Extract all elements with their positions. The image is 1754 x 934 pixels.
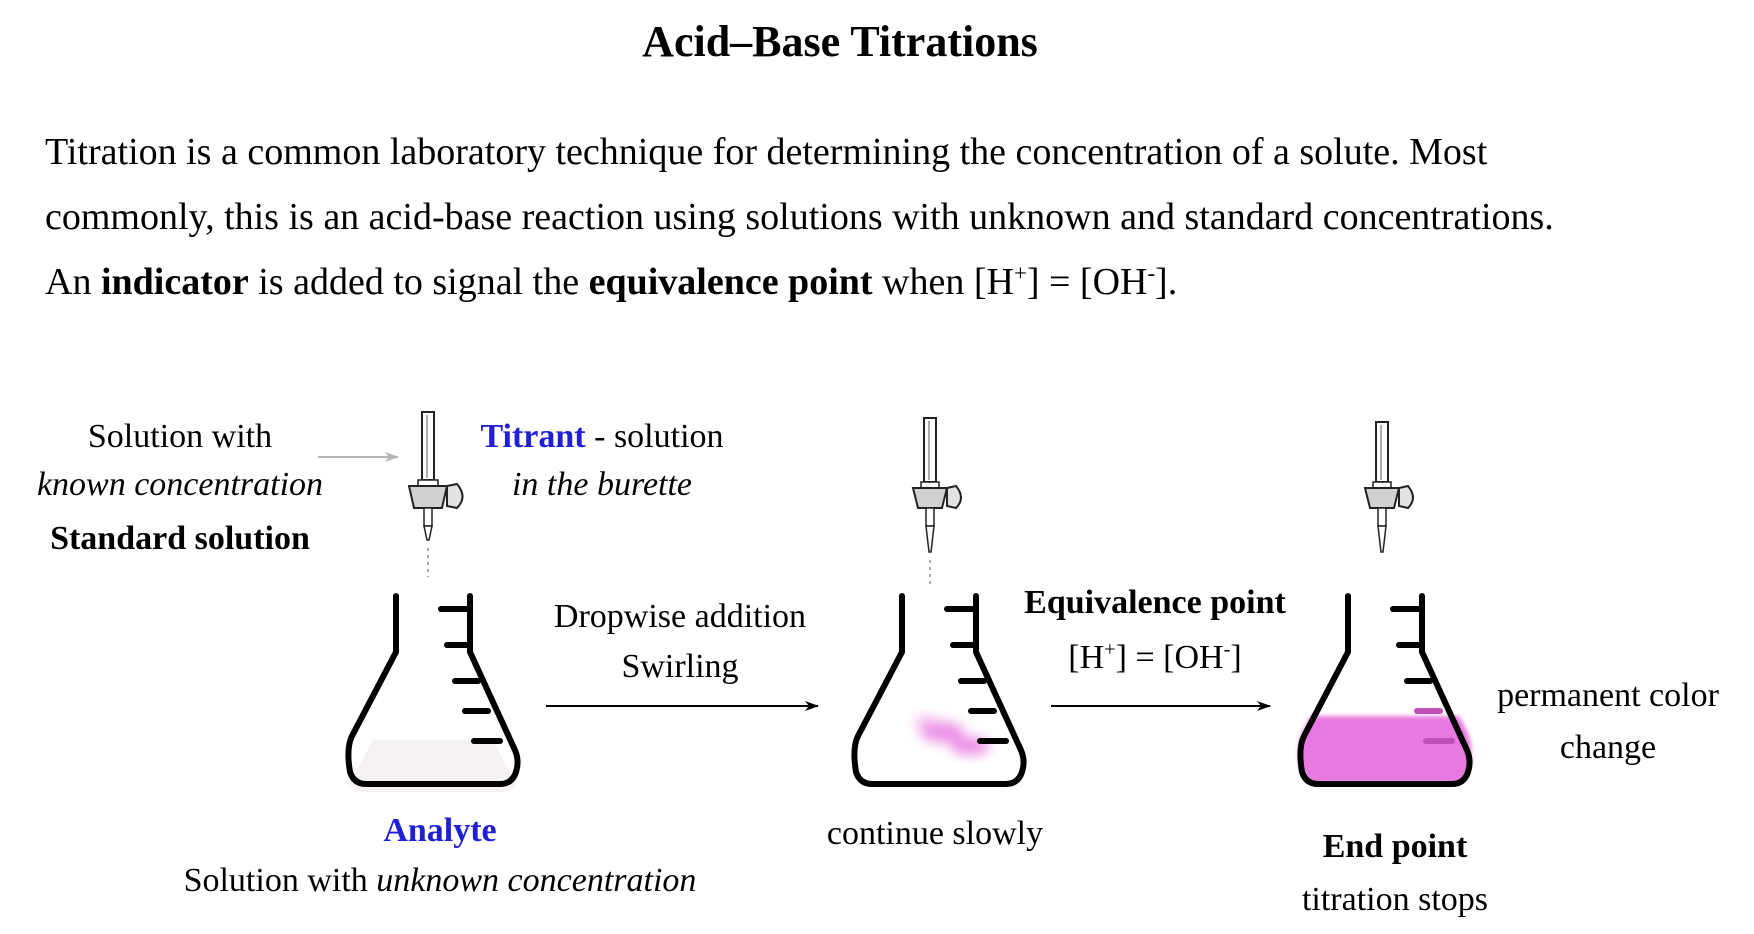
equivalence-formula: [H+] = [OH-]: [1068, 638, 1242, 676]
label-line: titration stops: [1301, 881, 1489, 918]
titrant-label: Titrant - solution in the burette: [462, 415, 742, 511]
label-line: change: [1559, 729, 1657, 766]
erlenmeyer-flask-icon: [851, 593, 1027, 787]
label-line: permanent color: [1497, 677, 1719, 714]
label-line: Standard solution: [50, 520, 310, 557]
intro-line-3: An indicator is added to signal the equi…: [45, 260, 1178, 303]
analyte-term: Analyte: [383, 812, 497, 849]
burette-icon: [1363, 421, 1414, 553]
step1-label: Dropwise addition Swirling: [530, 592, 830, 692]
end-point-label: End point titration stops: [1245, 822, 1545, 928]
intro-paragraph: Titration is a common laboratory techniq…: [45, 120, 1745, 315]
term-indicator: indicator: [100, 261, 249, 303]
indicator-swirl: [914, 716, 990, 755]
burette-icon: [407, 411, 464, 577]
analyte-liquid: [347, 740, 516, 792]
label-line: Solution with: [87, 418, 273, 455]
label-line: Dropwise addition: [553, 598, 807, 635]
label-line: Solution with unknown concentration: [183, 862, 697, 899]
analyte-label: Analyte Solution with unknown concentrat…: [130, 808, 750, 908]
label-line: Equivalence point: [1024, 584, 1286, 621]
intro-line-1: Titration is a common laboratory techniq…: [45, 131, 1488, 173]
equivalence-point-label: Equivalence point [H+] = [OH-]: [1000, 578, 1310, 688]
label-line: Swirling: [621, 648, 739, 685]
term-equivalence-point: equivalence point: [588, 261, 873, 303]
label-line: Titrant - solution: [480, 418, 724, 455]
standard-solution-label: Solution with known concentration Standa…: [10, 415, 350, 567]
erlenmeyer-flask-icon: [345, 593, 521, 792]
intro-formula: [H+] = [OH-].: [973, 260, 1178, 303]
titrant-term: Titrant: [480, 418, 586, 455]
label-line: in the burette: [511, 466, 693, 503]
erlenmeyer-flask-icon: [1297, 593, 1473, 787]
page-title: Acid–Base Titrations: [642, 17, 1038, 66]
end-point-liquid: [1298, 716, 1472, 784]
burette-icon: [911, 417, 962, 588]
continue-slowly-label: continue slowly: [826, 815, 1044, 852]
label-line: End point: [1322, 828, 1468, 865]
intro-line-2: commonly, this is an acid-base reaction …: [45, 196, 1554, 238]
color-change-label: permanent color change: [1478, 670, 1738, 774]
label-line: known concentration: [36, 466, 324, 503]
